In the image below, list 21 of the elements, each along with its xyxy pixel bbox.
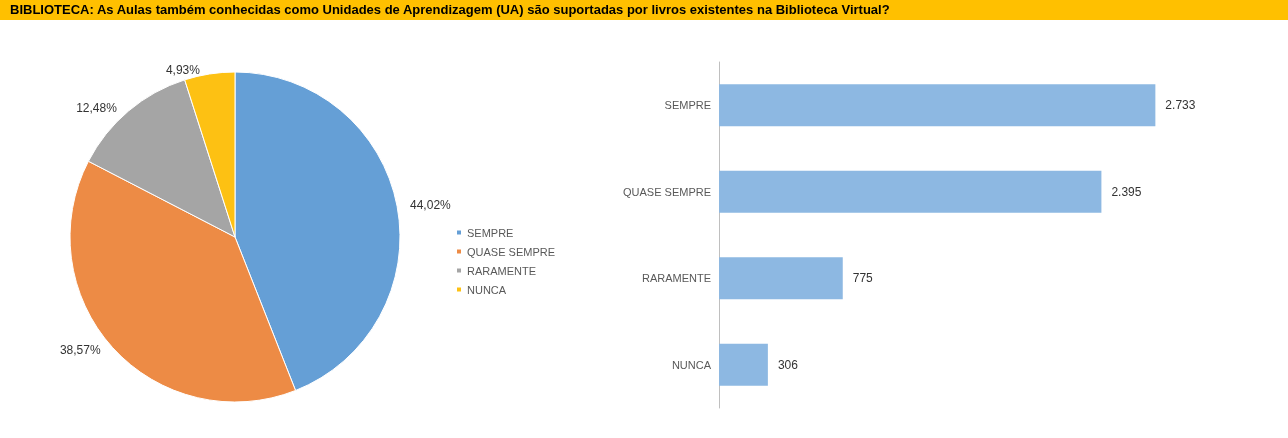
legend-label: NUNCA [467, 283, 507, 296]
y-tick-label: RARAMENTE [641, 272, 712, 285]
y-tick-label: SEMPRE [664, 99, 712, 112]
data-label: 2.733 [1165, 98, 1196, 113]
y-tick-label: NUNCA [671, 358, 712, 371]
data-label: 4,93% [165, 63, 201, 78]
data-label: 38,57% [59, 343, 101, 358]
data-label: 306 [777, 357, 799, 372]
bar [719, 343, 768, 386]
chart-title: BIBLIOTECA: As Aulas também conhecidas como Unidades de Aprendizagem (UA) são suportadas por livros existentes na Biblioteca Virtual? [0, 0, 1288, 20]
legend-label: RARAMENTE [467, 264, 537, 277]
bar [719, 84, 1156, 127]
legend-label: QUASE SEMPRE [467, 245, 556, 258]
data-label: 44,02% [410, 198, 452, 213]
legend-label: SEMPRE [467, 226, 514, 239]
bar [719, 257, 843, 300]
y-tick-label: QUASE SEMPRE [622, 185, 712, 198]
bar [719, 170, 1102, 213]
data-label: 2.395 [1111, 184, 1142, 199]
data-label: 775 [852, 271, 874, 286]
data-label: 12,48% [76, 100, 118, 115]
